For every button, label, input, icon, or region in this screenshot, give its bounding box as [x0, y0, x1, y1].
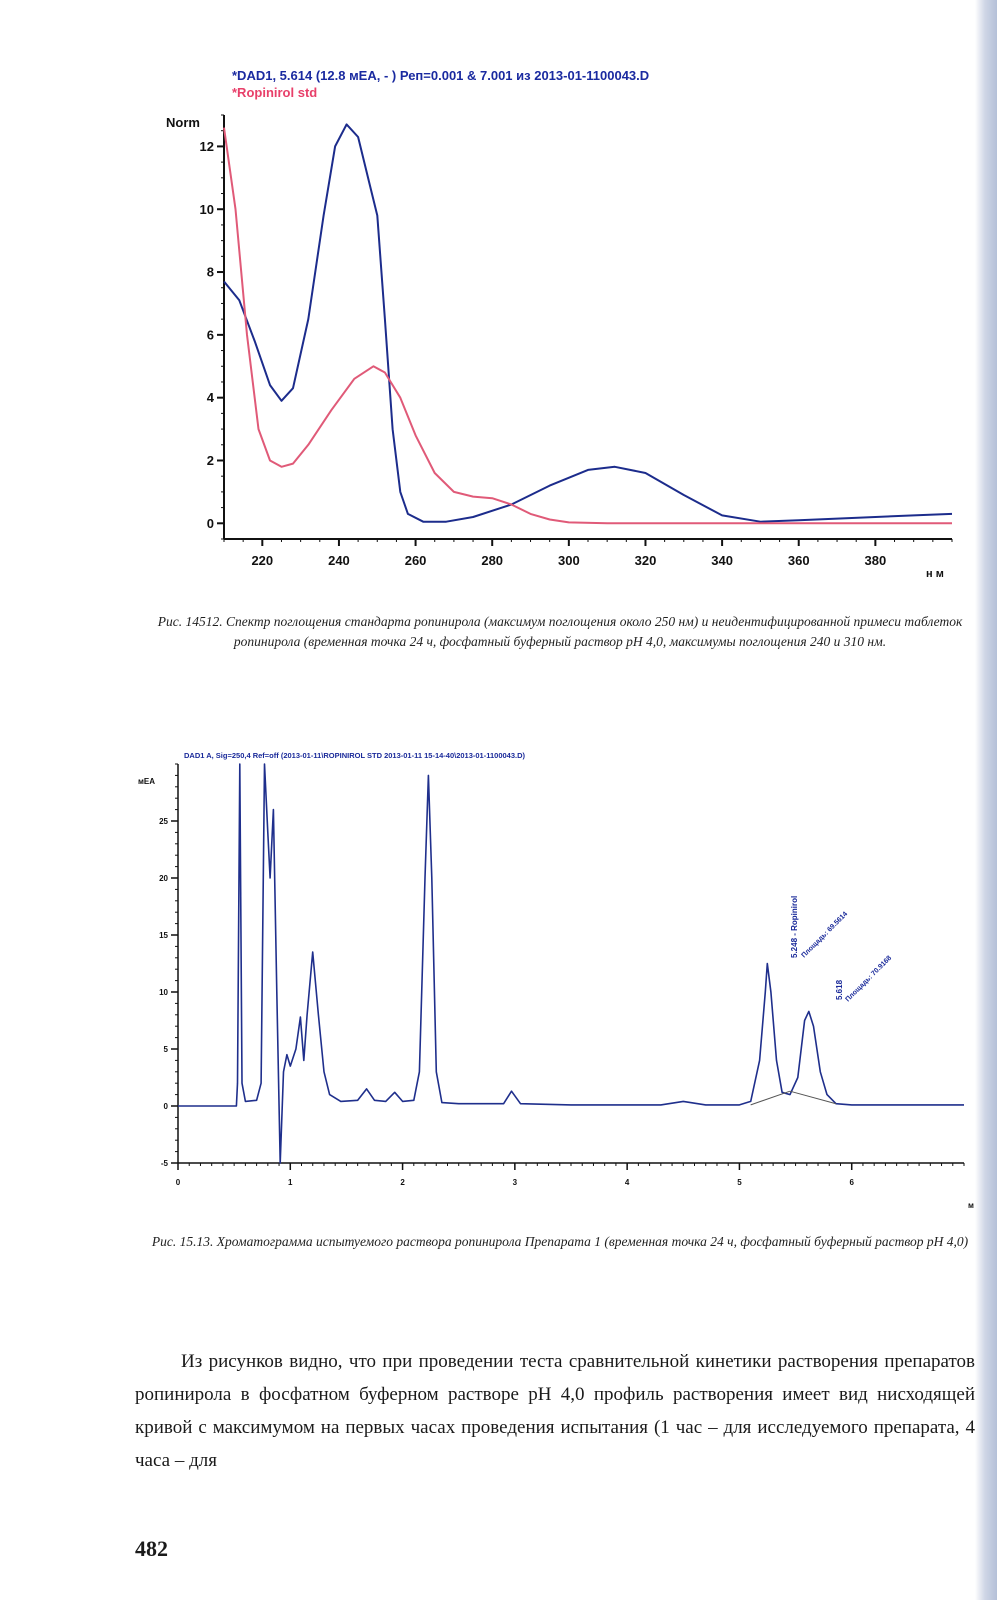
page-edge-shadow — [975, 0, 997, 1600]
spectrum-x-tick-label: 300 — [558, 553, 580, 568]
uv-spectrum-chart: *DAD1, 5.614 (12.8 мЕА, - ) Реп=0.001 & … — [166, 68, 953, 580]
chromatogram-x-tick-label: 0 — [176, 1178, 181, 1187]
spectrum-title-line2: *Ropinirol std — [232, 85, 317, 100]
chromatogram-chart: DAD1 A, Sig=250,4 Ref=off (2013-01-11\RO… — [138, 751, 974, 1210]
figure2-caption: Рис. 15.13. Хроматограмма испытуемого ра… — [151, 1234, 969, 1249]
spectrum-x-tick-label: 380 — [865, 553, 887, 568]
chromatogram-y-tick-label: -5 — [161, 1159, 169, 1168]
chromatogram-y-tick-label: 15 — [159, 931, 168, 940]
chromatogram-title: DAD1 A, Sig=250,4 Ref=off (2013-01-11\RO… — [184, 751, 526, 760]
chromatogram-series-line-1 — [178, 763, 964, 1164]
peak-label-area-2: Площадь: 70.9168 — [844, 955, 893, 1004]
peak-label-rt-2: 5.618 — [835, 979, 844, 1000]
chromatogram-y-tick-label: 10 — [159, 988, 168, 997]
chromatogram-x-axis-unit: м — [968, 1201, 974, 1210]
spectrum-x-tick-label: 340 — [711, 553, 733, 568]
chromatogram-x-tick-label: 4 — [625, 1178, 630, 1187]
peak-label-area-1: Площадь: 69.5614 — [800, 911, 849, 960]
figure1-caption: Рис. 14512. Спектр поглощения стандарта … — [157, 614, 963, 649]
spectrum-y-tick-label: 8 — [207, 265, 214, 280]
spectrum-x-tick-label: 220 — [251, 553, 273, 568]
chromatogram-x-tick-label: 3 — [513, 1178, 518, 1187]
chromatogram-y-tick-label: 0 — [164, 1102, 169, 1111]
spectrum-y-axis-label: Norm — [166, 115, 200, 130]
chromatogram-peak-baseline — [750, 1090, 791, 1106]
spectrum-y-tick-label: 10 — [200, 202, 214, 217]
body-paragraph: Из рисунков видно, что при проведении те… — [135, 1351, 975, 1471]
spectrum-x-axis-unit: н м — [926, 568, 944, 580]
spectrum-y-tick-label: 0 — [207, 516, 214, 531]
chromatogram-y-tick-label: 25 — [159, 817, 168, 826]
spectrum-title-line1: *DAD1, 5.614 (12.8 мЕА, - ) Реп=0.001 & … — [232, 68, 649, 83]
spectrum-x-tick-label: 260 — [405, 553, 427, 568]
chromatogram-x-tick-label: 1 — [288, 1178, 293, 1187]
chromatogram-y-axis-label: мЕА — [138, 777, 155, 786]
chromatogram-y-tick-label: 5 — [164, 1045, 169, 1054]
chromatogram-peak-baseline — [789, 1090, 837, 1105]
spectrum-y-tick-label: 2 — [207, 453, 214, 468]
chromatogram-x-tick-label: 5 — [737, 1178, 742, 1187]
spectrum-series-line-1 — [223, 123, 953, 523]
page-number: 482 — [135, 1536, 168, 1561]
spectrum-x-tick-label: 360 — [788, 553, 810, 568]
chromatogram-y-tick-label: 20 — [159, 874, 168, 883]
spectrum-x-tick-label: 320 — [635, 553, 657, 568]
spectrum-series-line-2 — [223, 127, 952, 525]
chromatogram-x-tick-label: 2 — [400, 1178, 405, 1187]
spectrum-y-tick-label: 12 — [200, 139, 214, 154]
chromatogram-x-tick-label: 6 — [849, 1178, 854, 1187]
spectrum-y-tick-label: 4 — [207, 390, 215, 405]
spectrum-x-tick-label: 280 — [481, 553, 503, 568]
spectrum-y-tick-label: 6 — [207, 327, 214, 342]
peak-label-ropinirol: 5.248 - Ropinirol — [790, 896, 799, 958]
spectrum-x-tick-label: 240 — [328, 553, 350, 568]
